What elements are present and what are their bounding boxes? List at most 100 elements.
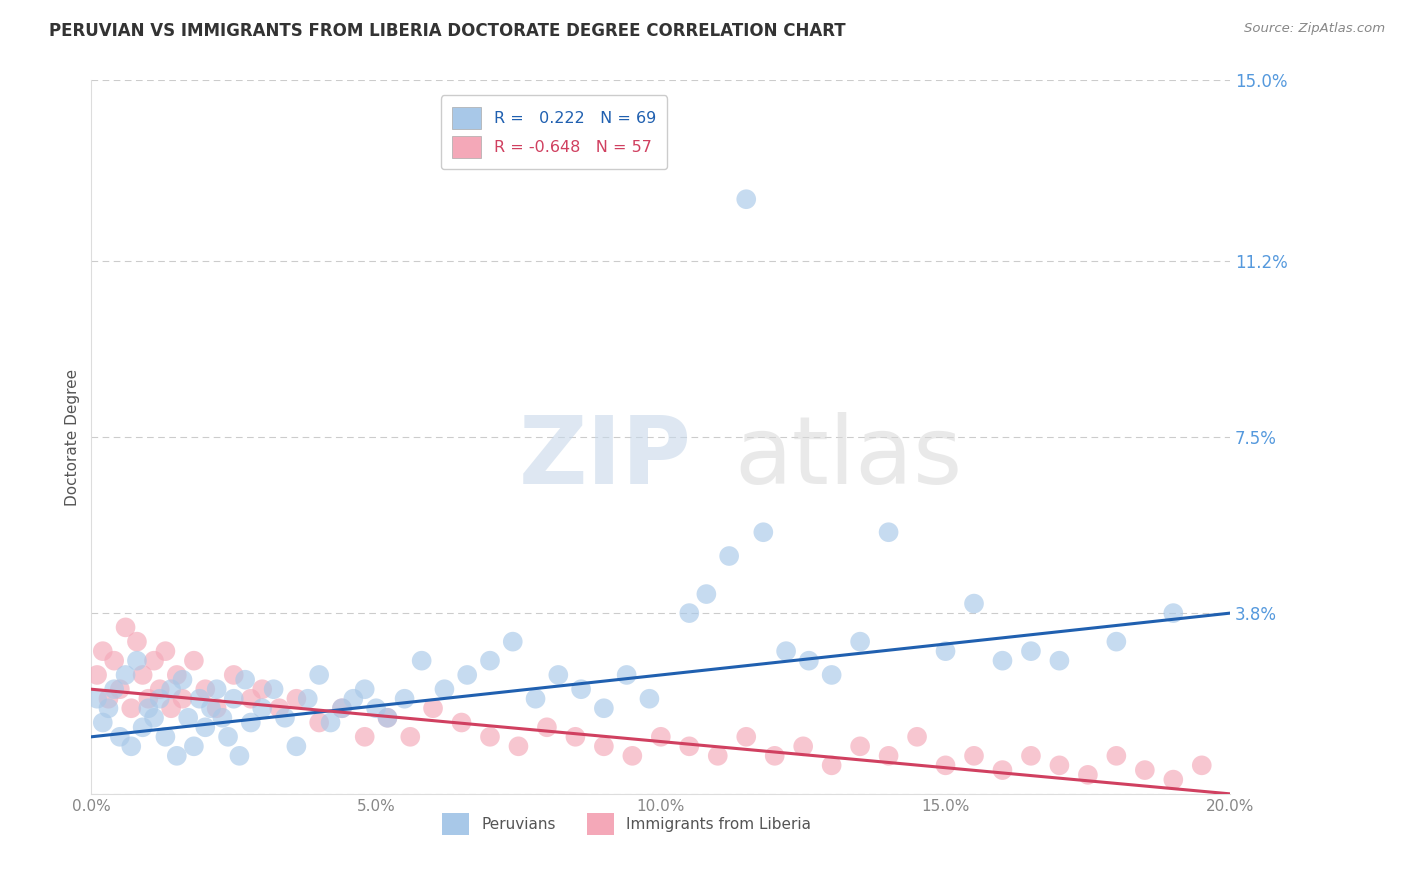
Point: [1191, 758, 1213, 772]
Point: [433, 682, 456, 697]
Point: [1019, 644, 1042, 658]
Point: [478, 654, 502, 668]
Point: [319, 715, 342, 730]
Point: [138, 691, 160, 706]
Point: [524, 691, 547, 706]
Point: [131, 720, 153, 734]
Point: [239, 691, 262, 706]
Point: [547, 668, 569, 682]
Text: Source: ZipAtlas.com: Source: ZipAtlas.com: [1244, 22, 1385, 36]
Point: [274, 711, 297, 725]
Point: [353, 682, 375, 697]
Point: [797, 654, 820, 668]
Point: [177, 711, 200, 725]
Point: [160, 701, 183, 715]
Point: [1049, 758, 1071, 772]
Point: [330, 701, 353, 715]
Point: [905, 730, 928, 744]
Point: [593, 739, 616, 754]
Point: [377, 711, 399, 725]
Text: PERUVIAN VS IMMIGRANTS FROM LIBERIA DOCTORATE DEGREE CORRELATION CHART: PERUVIAN VS IMMIGRANTS FROM LIBERIA DOCT…: [49, 22, 846, 40]
Point: [763, 748, 786, 763]
Point: [478, 730, 502, 744]
Point: [718, 549, 741, 563]
Point: [155, 730, 177, 744]
Point: [308, 668, 330, 682]
Point: [194, 682, 217, 697]
Point: [792, 739, 814, 754]
Point: [103, 682, 125, 697]
Point: [211, 711, 233, 725]
Point: [353, 730, 375, 744]
Point: [991, 654, 1014, 668]
Point: [183, 654, 205, 668]
Point: [1019, 748, 1042, 763]
Point: [593, 701, 616, 715]
Point: [752, 525, 775, 540]
Point: [205, 701, 228, 715]
Point: [330, 701, 353, 715]
Point: [222, 691, 245, 706]
Point: [308, 715, 330, 730]
Point: [114, 668, 136, 682]
Point: [1161, 606, 1184, 620]
Point: [108, 682, 131, 697]
Point: [86, 668, 108, 682]
Y-axis label: Doctorate Degree: Doctorate Degree: [65, 368, 80, 506]
Point: [1161, 772, 1184, 787]
Point: [131, 668, 153, 682]
Point: [849, 739, 872, 754]
Point: [125, 654, 148, 668]
Point: [120, 701, 142, 715]
Point: [508, 739, 530, 754]
Point: [205, 682, 228, 697]
Point: [200, 701, 222, 715]
Point: [269, 701, 291, 715]
Point: [285, 739, 308, 754]
Point: [250, 701, 273, 715]
Point: [820, 758, 842, 772]
Point: [114, 620, 136, 634]
Point: [934, 644, 956, 658]
Point: [991, 763, 1014, 777]
Point: [149, 682, 172, 697]
Point: [394, 691, 416, 706]
Point: [172, 691, 194, 706]
Point: [1077, 768, 1099, 782]
Point: [125, 634, 148, 648]
Point: [621, 748, 644, 763]
Point: [143, 654, 166, 668]
Point: [239, 715, 262, 730]
Point: [297, 691, 319, 706]
Point: [706, 748, 728, 763]
Point: [638, 691, 661, 706]
Point: [735, 192, 758, 206]
Point: [616, 668, 638, 682]
Point: [678, 606, 700, 620]
Point: [222, 668, 245, 682]
Point: [172, 673, 194, 687]
Point: [364, 701, 387, 715]
Point: [456, 668, 478, 682]
Point: [228, 748, 250, 763]
Point: [342, 691, 364, 706]
Point: [285, 691, 308, 706]
Point: [934, 758, 956, 772]
Point: [536, 720, 558, 734]
Point: [564, 730, 586, 744]
Point: [97, 701, 120, 715]
Point: [1105, 748, 1128, 763]
Point: [1105, 634, 1128, 648]
Point: [194, 720, 217, 734]
Point: [183, 739, 205, 754]
Text: atlas: atlas: [735, 412, 963, 505]
Point: [120, 739, 142, 754]
Point: [188, 691, 211, 706]
Point: [263, 682, 285, 697]
Point: [820, 668, 842, 682]
Point: [250, 682, 273, 697]
Point: [97, 691, 120, 706]
Point: [86, 691, 108, 706]
Point: [775, 644, 797, 658]
Point: [411, 654, 433, 668]
